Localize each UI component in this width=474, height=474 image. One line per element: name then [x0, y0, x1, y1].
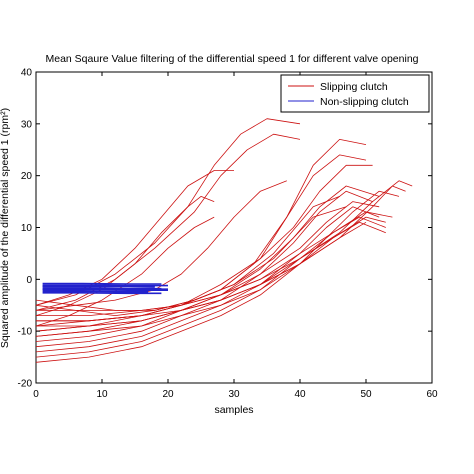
legend-label-nonslipping: Non-slipping clutch — [320, 96, 409, 108]
series-layer — [35, 118, 413, 363]
y-tick-label: 10 — [21, 223, 33, 234]
slipping-series-10 — [35, 185, 380, 337]
x-tick-label: 0 — [33, 389, 39, 400]
y-tick-label: 0 — [26, 275, 32, 286]
y-tick-label: 40 — [21, 68, 33, 79]
y-tick-label: 30 — [21, 119, 33, 130]
plot-area — [35, 71, 433, 384]
y-tick-label: -20 — [18, 379, 33, 390]
nonslipping-series-7 — [42, 291, 162, 295]
x-tick-label: 30 — [228, 389, 240, 400]
slipping-series-21 — [35, 190, 400, 337]
slipping-series-4 — [35, 195, 215, 316]
slipping-series-14 — [35, 216, 386, 358]
x-tick-label: 10 — [96, 389, 108, 400]
y-tick-label: 20 — [21, 171, 33, 182]
legend-label-slipping: Slipping clutch — [320, 81, 388, 93]
slipping-series-13 — [35, 206, 380, 353]
x-axis-label: samples — [214, 404, 253, 416]
chart-title: Mean Sqaure Value filtering of the diffe… — [46, 53, 419, 65]
nonslipping-series-1 — [42, 282, 162, 285]
x-tick-label: 20 — [162, 389, 174, 400]
y-tick-label: -10 — [18, 327, 33, 338]
x-tick-label: 60 — [426, 389, 438, 400]
slipping-series-23 — [35, 206, 347, 317]
y-axis-label: Squared amplitude of the differential sp… — [0, 108, 11, 348]
nonslipping-series-6 — [42, 290, 149, 293]
x-tick-label: 40 — [294, 389, 306, 400]
legend-box — [280, 74, 430, 113]
axis-layer: 0 10 20 30 40 50 60 -20 -10 0 10 20 30 40 — [18, 68, 438, 401]
slipping-series-15 — [35, 221, 386, 363]
slipping-series-20 — [35, 221, 367, 332]
legend: Slipping clutch Non-slipping clutch — [280, 74, 430, 113]
slipping-series-11 — [35, 190, 373, 342]
x-tick-label: 50 — [360, 389, 372, 400]
slipping-series-6 — [35, 180, 287, 311]
